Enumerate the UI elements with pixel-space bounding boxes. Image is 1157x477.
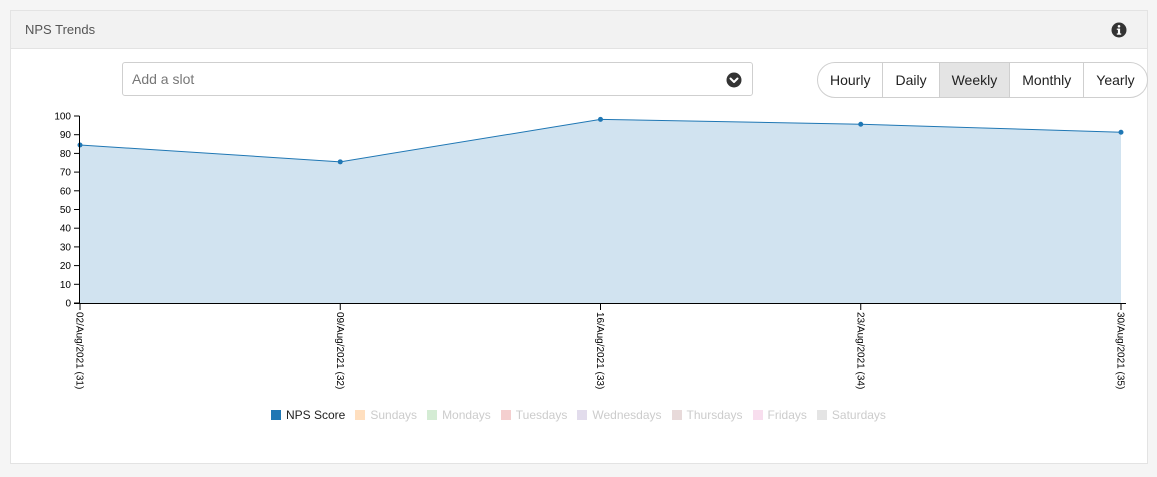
legend-label: Sundays — [370, 408, 418, 422]
legend-label: Thursdays — [686, 408, 743, 422]
legend-item-tuesdays[interactable]: Tuesdays — [500, 408, 568, 422]
legend-swatch — [427, 410, 438, 420]
x-tick-label: 09/Aug/2021 (32) — [334, 312, 345, 389]
time-range-group: Hourly Daily Weekly Monthly Yearly — [817, 62, 1148, 98]
slot-select[interactable]: Add a slot — [122, 62, 753, 96]
range-monthly-button[interactable]: Monthly — [1010, 63, 1085, 97]
panel-header: NPS Trends — [11, 11, 1147, 49]
legend-swatch — [816, 410, 827, 420]
panel-title: NPS Trends — [25, 22, 96, 37]
legend-label: Saturdays — [831, 408, 886, 422]
legend-item-saturdays[interactable]: Saturdays — [816, 408, 886, 422]
legend-item-fridays[interactable]: Fridays — [752, 408, 807, 422]
y-tick-label: 40 — [60, 224, 72, 235]
nps-trends-panel: NPS Trends Add a slot Hourly Daily Weekl… — [10, 10, 1148, 464]
slot-select-placeholder: Add a slot — [132, 71, 195, 87]
info-icon[interactable] — [1111, 22, 1127, 38]
x-tick-label: 30/Aug/2021 (35) — [1115, 312, 1126, 389]
chart-legend: NPS Score Sundays Mondays Tuesdays Wedne… — [271, 408, 896, 422]
y-tick-label: 30 — [60, 242, 72, 253]
range-weekly-button[interactable]: Weekly — [939, 63, 1011, 97]
legend-label: Wednesdays — [592, 408, 662, 422]
x-tick-label: 16/Aug/2021 (33) — [594, 312, 605, 389]
legend-item-thursdays[interactable]: Thursdays — [671, 408, 743, 422]
legend-item-nps-score[interactable]: NPS Score — [271, 408, 345, 422]
legend-label: Tuesdays — [515, 408, 568, 422]
y-tick-label: 10 — [60, 280, 72, 291]
chevron-down-icon — [726, 72, 742, 88]
nps-data-point — [598, 116, 603, 122]
nps-data-point — [337, 159, 343, 165]
nps-area-fill — [80, 119, 1121, 303]
legend-swatch — [577, 410, 588, 420]
y-tick-label: 60 — [60, 186, 72, 197]
y-tick-label: 100 — [54, 112, 71, 123]
legend-item-wednesdays[interactable]: Wednesdays — [577, 408, 662, 422]
y-tick-label: 0 — [65, 299, 71, 310]
y-tick-label: 90 — [60, 130, 72, 141]
legend-label: Mondays — [442, 408, 491, 422]
legend-label: NPS Score — [286, 408, 346, 422]
nps-data-point — [1118, 129, 1124, 135]
nps-data-point — [858, 121, 864, 127]
legend-swatch — [500, 410, 511, 420]
legend-swatch — [671, 410, 682, 420]
legend-label: Fridays — [767, 408, 807, 422]
legend-swatch — [271, 410, 281, 420]
x-tick-label: 23/Aug/2021 (34) — [854, 312, 865, 389]
range-hourly-button[interactable]: Hourly — [818, 63, 884, 97]
legend-swatch — [355, 410, 366, 420]
y-tick-label: 20 — [60, 261, 72, 272]
range-yearly-button[interactable]: Yearly — [1096, 72, 1135, 88]
y-tick-label: 80 — [60, 149, 72, 160]
range-daily-button[interactable]: Daily — [883, 63, 940, 97]
legend-item-sundays[interactable]: Sundays — [355, 408, 417, 422]
y-tick-label: 50 — [60, 205, 72, 216]
y-tick-label: 70 — [60, 168, 72, 179]
x-tick-label: 02/Aug/2021 (31) — [74, 312, 85, 389]
legend-swatch — [752, 410, 763, 420]
legend-item-mondays[interactable]: Mondays — [427, 408, 491, 422]
nps-area-chart: 0 10 20 30 40 50 60 70 80 90 100 02/Aug/2021 (31) 09… — [54, 112, 1126, 389]
